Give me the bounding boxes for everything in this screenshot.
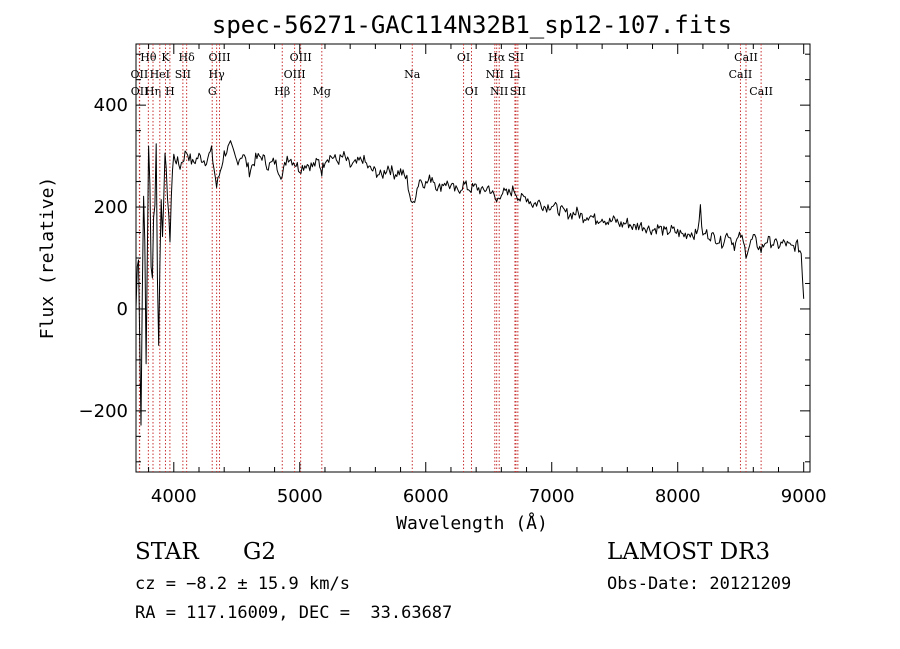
axis-ticks: 4000 5000 6000 7000 8000 9000 −200 0 200 400 xyxy=(79,44,827,507)
spectral-line-label: OI xyxy=(465,85,478,98)
spectral-line-label: OI xyxy=(457,51,470,64)
spectral-line-label: K xyxy=(161,51,170,64)
object-subclass: G2 xyxy=(243,539,277,565)
y-tick-label: 400 xyxy=(94,95,128,116)
spectral-line-label: CaII xyxy=(749,85,773,98)
y-axis-label: Flux (relative) xyxy=(37,177,58,340)
spectral-line-label: H xyxy=(165,85,175,98)
spectral-line-label: OIII xyxy=(208,51,230,64)
observation-date: Obs-Date: 20121209 xyxy=(607,574,792,594)
spectral-line-label: OIII xyxy=(290,51,312,64)
spectral-line-label: OII xyxy=(131,85,149,98)
x-tick-label: 5000 xyxy=(277,486,323,507)
y-tick-label: −200 xyxy=(79,401,128,422)
x-tick-label: 9000 xyxy=(781,486,827,507)
spectral-line-label: G xyxy=(208,85,217,98)
plot-frame xyxy=(135,43,811,473)
spectrum-series xyxy=(135,140,805,426)
ra-dec-coordinates: RA = 117.16009, DEC = 33.63687 xyxy=(135,603,453,623)
spectral-line-label: CaII xyxy=(734,51,758,64)
spectral-line-label: OII xyxy=(131,68,149,81)
spectrum-line xyxy=(135,140,805,426)
redshift-velocity: cz = −8.2 ± 15.9 km/s xyxy=(135,574,350,594)
spectral-line-label: Hγ xyxy=(209,68,226,81)
spectral-line-label: SII xyxy=(510,85,526,98)
x-tick-label: 4000 xyxy=(151,486,197,507)
x-tick-label: 7000 xyxy=(529,486,575,507)
spectral-line-label: Hβ xyxy=(274,85,290,98)
spectral-line-label: Li xyxy=(510,68,521,81)
spectral-line-label: Hη xyxy=(145,85,161,98)
x-axis-label: Wavelength (Å) xyxy=(396,512,548,534)
spectral-line-label: Hδ xyxy=(179,51,196,64)
spectral-line-label: Hθ xyxy=(140,51,157,64)
x-tick-label: 6000 xyxy=(403,486,449,507)
spectral-line-label: SII xyxy=(508,51,524,64)
spectral-line-label: NII xyxy=(490,85,508,98)
spectral-line-label: Mg xyxy=(313,85,331,98)
y-tick-label: 0 xyxy=(117,299,128,320)
chart-title: spec-56271-GAC114N32B1_sp12-107.fits xyxy=(212,11,732,39)
spectral-line-label: SII xyxy=(175,68,191,81)
x-tick-label: 8000 xyxy=(655,486,701,507)
survey-name: LAMOST DR3 xyxy=(607,539,771,565)
spectral-line-label: NII xyxy=(486,68,504,81)
spectral-line-label: HeI xyxy=(150,68,170,81)
spectral-line-label: OIII xyxy=(284,68,306,81)
spectral-line-label: Hα xyxy=(488,51,506,64)
spectral-line-label: CaII xyxy=(729,68,753,81)
object-class: STAR xyxy=(135,539,199,565)
spectral-line-label: Na xyxy=(404,68,421,81)
y-tick-label: 200 xyxy=(94,197,128,218)
